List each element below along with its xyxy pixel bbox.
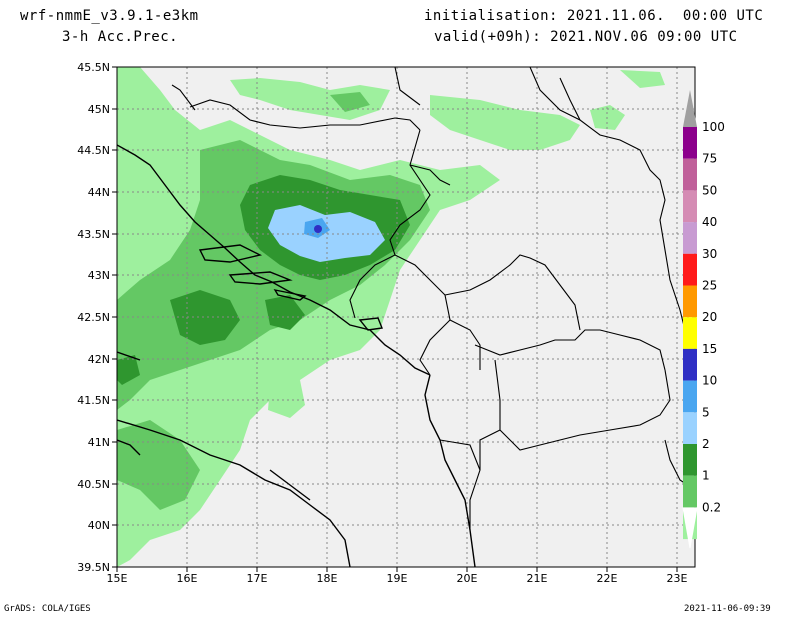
colorbar-label: 25	[702, 279, 717, 293]
graticule	[117, 67, 695, 567]
colorbar-swatch	[683, 190, 697, 223]
lat-label: 42.5N	[77, 311, 110, 324]
lon-label: 20E	[457, 572, 478, 585]
tick-marks	[112, 66, 678, 572]
lat-label: 45N	[88, 103, 110, 116]
colorbar-label: 15	[702, 342, 717, 356]
colorbar-swatch	[683, 380, 697, 413]
lon-label: 21E	[527, 572, 548, 585]
footer-timestamp: 2021-11-06-09:39	[684, 604, 771, 614]
latitude-labels: 45.5N 45N 44.5N 44N 43.5N 43N 42.5N 42N …	[77, 61, 110, 574]
colorbar-swatch	[683, 444, 697, 476]
colorbar-swatch	[683, 348, 697, 381]
colorbar-label: 30	[702, 247, 717, 261]
lat-label: 41.5N	[77, 394, 110, 407]
lon-label: 19E	[387, 572, 408, 585]
lat-label: 40.5N	[77, 478, 110, 491]
initialisation-time: initialisation: 2021.11.06. 00:00 UTC	[424, 8, 764, 24]
colorbar-label: 50	[702, 183, 717, 197]
lat-label: 40N	[88, 519, 110, 532]
colorbar-swatch	[683, 475, 697, 508]
colorbar-label: 40	[702, 215, 717, 229]
lon-label: 17E	[247, 572, 268, 585]
lat-label: 41N	[88, 436, 110, 449]
colorbar-label: 5	[702, 405, 710, 419]
lon-label: 15E	[107, 572, 128, 585]
colorbar-label: 75	[702, 152, 717, 166]
colorbar-label: 0.2	[702, 500, 721, 514]
colorbar-label: 100	[702, 120, 725, 134]
colorbar-label: 2	[702, 437, 710, 451]
colorbar-swatch	[683, 253, 697, 286]
lon-label: 22E	[597, 572, 618, 585]
valid-time: valid(+09h): 2021.NOV.06 09:00 UTC	[434, 29, 738, 45]
lat-label: 45.5N	[77, 61, 110, 74]
colorbar-swatch	[683, 158, 697, 191]
lat-label: 42N	[88, 353, 110, 366]
colorbar-swatch	[683, 412, 697, 444]
field-title: 3-h Acc.Prec.	[62, 29, 179, 45]
colorbar-label: 1	[702, 469, 710, 483]
country-borders	[171, 67, 695, 530]
colorbar: 100 75 50 40 30 25 20 15 10 5 2 1 0.2	[682, 90, 725, 549]
lat-label: 39.5N	[77, 561, 110, 574]
lon-label: 18E	[317, 572, 338, 585]
colorbar-label: 10	[702, 374, 717, 388]
lon-label: 23E	[667, 572, 688, 585]
footer-credit: GrADS: COLA/IGES	[4, 604, 91, 614]
lat-label: 43N	[88, 269, 110, 282]
colorbar-swatch	[683, 285, 697, 318]
colorbar-swatch	[683, 127, 697, 159]
lon-label: 16E	[177, 572, 198, 585]
lat-label: 43.5N	[77, 228, 110, 241]
model-title: wrf-nmmE_v3.9.1-e3km	[20, 8, 199, 24]
colorbar-swatch	[683, 222, 697, 254]
longitude-labels: 15E 16E 17E 18E 19E 20E 21E 22E 23E	[107, 572, 688, 585]
colorbar-label: 20	[702, 310, 717, 324]
colorbar-bottom-cap	[682, 507, 698, 549]
lat-label: 44N	[88, 186, 110, 199]
coastlines	[117, 144, 476, 567]
colorbar-swatch	[683, 317, 697, 349]
precip-15-20-areas	[314, 225, 322, 233]
lat-label: 44.5N	[77, 144, 110, 157]
colorbar-top-cap	[683, 90, 697, 127]
